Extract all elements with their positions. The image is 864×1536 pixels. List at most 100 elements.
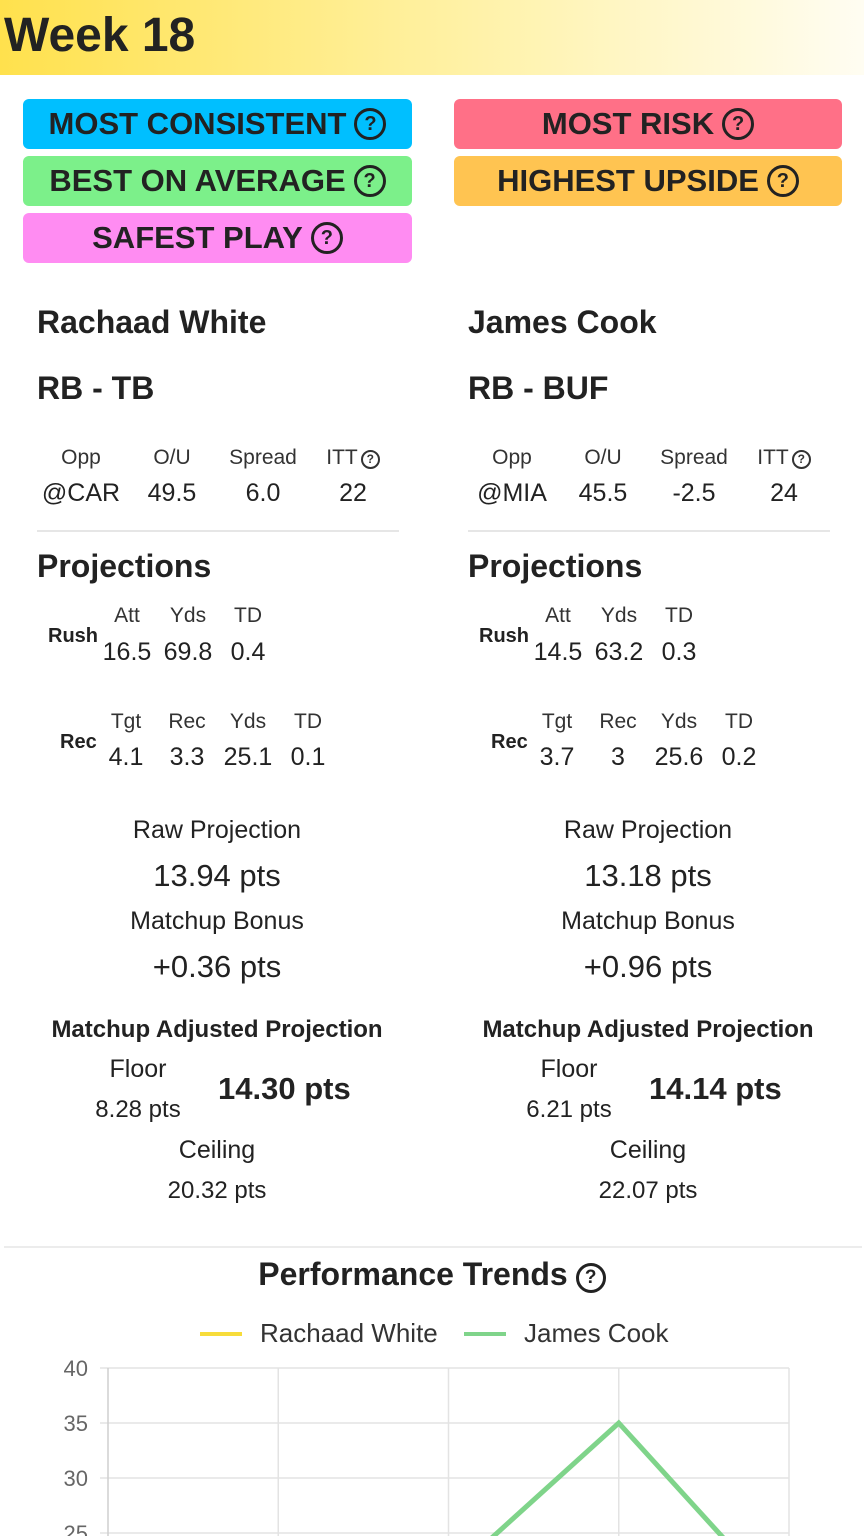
rush-yds-header: Yds [169, 604, 207, 627]
matchup-bonus-label: Matchup Bonus [130, 907, 304, 935]
help-icon[interactable]: ? [575, 1263, 606, 1293]
rec-tgt-value: 3.7 [539, 743, 575, 771]
floor-value: 6.21 pts [526, 1096, 612, 1123]
rec-td-value: 0.1 [290, 743, 326, 771]
legend-item-rachaad-white[interactable]: Rachaad White [200, 1318, 438, 1349]
ceiling-value: 22.07 pts [598, 1177, 698, 1204]
rush-td-header: TD [665, 604, 693, 627]
help-icon[interactable]: ? [353, 165, 386, 197]
opp-header: Opp [492, 446, 532, 469]
help-icon[interactable]: ? [310, 222, 343, 254]
legend-item-james-cook[interactable]: James Cook [464, 1318, 669, 1349]
y-tick-label: 30 [64, 1466, 88, 1491]
legend-swatch [200, 1331, 242, 1336]
player-position: RB - BUF [468, 370, 609, 406]
rush-att-value: 16.5 [102, 638, 152, 666]
rush-td-value: 0.4 [230, 638, 266, 666]
spread-value: 6.0 [245, 479, 281, 507]
floor-label: Floor [540, 1055, 598, 1083]
rec-yds-header: Yds [229, 710, 267, 733]
floor-label: Floor [109, 1055, 167, 1083]
performance-trends-title: Performance Trends? [0, 1256, 864, 1293]
matchup-adjusted-title: Matchup Adjusted Projection [482, 1016, 814, 1043]
y-tick-label: 25 [64, 1521, 88, 1536]
performance-trends-chart: 40 35 30 25 [64, 1356, 790, 1536]
safest-play-label: SAFEST PLAY [92, 220, 303, 255]
ou-value: 45.5 [578, 479, 628, 507]
performance-trends-label: Performance Trends [258, 1256, 568, 1292]
most-consistent-label: MOST CONSISTENT [48, 106, 347, 141]
rec-yds-value: 25.1 [223, 743, 273, 771]
best-on-average-badge[interactable]: BEST ON AVERAGE ? [23, 156, 412, 206]
itt-label: ITT [326, 446, 358, 469]
itt-value: 24 [770, 479, 798, 507]
matchup-bonus-value: +0.96 pts [583, 949, 713, 984]
rush-yds-value: 69.8 [163, 638, 213, 666]
player-card-right: James Cook RB - BUF Opp O/U Spread ITT? … [431, 290, 863, 1220]
ou-header: O/U [584, 446, 622, 469]
rush-att-header: Att [114, 604, 140, 627]
player-name: James Cook [468, 304, 657, 340]
rush-td-value: 0.3 [661, 638, 697, 666]
help-icon[interactable]: ? [722, 108, 755, 140]
rush-label: Rush [48, 625, 98, 647]
section-divider [4, 1246, 862, 1248]
player-position: RB - TB [37, 370, 155, 406]
opp-value: @CAR [41, 479, 121, 507]
rush-att-header: Att [545, 604, 571, 627]
itt-header: ITT? [318, 446, 388, 470]
most-risk-label: MOST RISK [541, 106, 715, 141]
rec-rec-header: Rec [599, 710, 637, 733]
raw-projection-value: 13.94 pts [153, 858, 281, 893]
help-icon[interactable]: ? [360, 450, 380, 469]
matchup-bonus-value: +0.36 pts [152, 949, 282, 984]
itt-header: ITT? [749, 446, 819, 470]
rush-td-header: TD [234, 604, 262, 627]
rec-td-header: TD [294, 710, 322, 733]
rec-label: Rec [60, 731, 97, 753]
raw-projection-value: 13.18 pts [584, 858, 712, 893]
rec-tgt-header: Tgt [110, 710, 142, 733]
ou-header: O/U [153, 446, 191, 469]
rush-yds-header: Yds [600, 604, 638, 627]
ceiling-value: 20.32 pts [167, 1177, 267, 1204]
itt-value: 22 [339, 479, 367, 507]
rec-yds-value: 25.6 [654, 743, 704, 771]
help-icon[interactable]: ? [354, 108, 387, 140]
help-icon[interactable]: ? [766, 165, 799, 197]
week-title: Week 18 [4, 9, 196, 62]
y-tick-label: 35 [64, 1411, 88, 1436]
legend-label: Rachaad White [260, 1318, 438, 1348]
help-icon[interactable]: ? [791, 450, 811, 469]
raw-projection-label: Raw Projection [563, 816, 733, 844]
safest-play-badge[interactable]: SAFEST PLAY ? [23, 213, 412, 263]
matchup-bonus-label: Matchup Bonus [561, 907, 735, 935]
rec-rec-value: 3 [611, 743, 625, 771]
opp-value: @MIA [477, 479, 547, 507]
most-risk-badge[interactable]: MOST RISK ? [454, 99, 842, 149]
spread-header: Spread [229, 446, 297, 469]
data-point[interactable] [618, 1422, 620, 1424]
player-card-left: Rachaad White RB - TB Opp O/U Spread ITT… [0, 290, 432, 1220]
rec-rec-header: Rec [168, 710, 206, 733]
divider [37, 530, 399, 532]
rec-td-value: 0.2 [721, 743, 757, 771]
rec-label: Rec [491, 731, 528, 753]
floor-value: 8.28 pts [95, 1096, 181, 1123]
rec-tgt-header: Tgt [541, 710, 573, 733]
ceiling-label: Ceiling [178, 1136, 256, 1164]
highest-upside-badge[interactable]: HIGHEST UPSIDE ? [454, 156, 842, 206]
rush-yds-value: 63.2 [594, 638, 644, 666]
opp-header: Opp [61, 446, 101, 469]
player-name: Rachaad White [37, 304, 267, 340]
matchup-adjusted-title: Matchup Adjusted Projection [51, 1016, 383, 1043]
ou-value: 49.5 [147, 479, 197, 507]
legend-label: James Cook [524, 1318, 669, 1348]
spread-header: Spread [660, 446, 728, 469]
rec-tgt-value: 4.1 [108, 743, 144, 771]
best-on-average-label: BEST ON AVERAGE [49, 163, 346, 198]
week-header: Week 18 [0, 0, 864, 75]
adjusted-projection-value: 14.14 pts [649, 1071, 782, 1106]
most-consistent-badge[interactable]: MOST CONSISTENT ? [23, 99, 412, 149]
divider [468, 530, 830, 532]
